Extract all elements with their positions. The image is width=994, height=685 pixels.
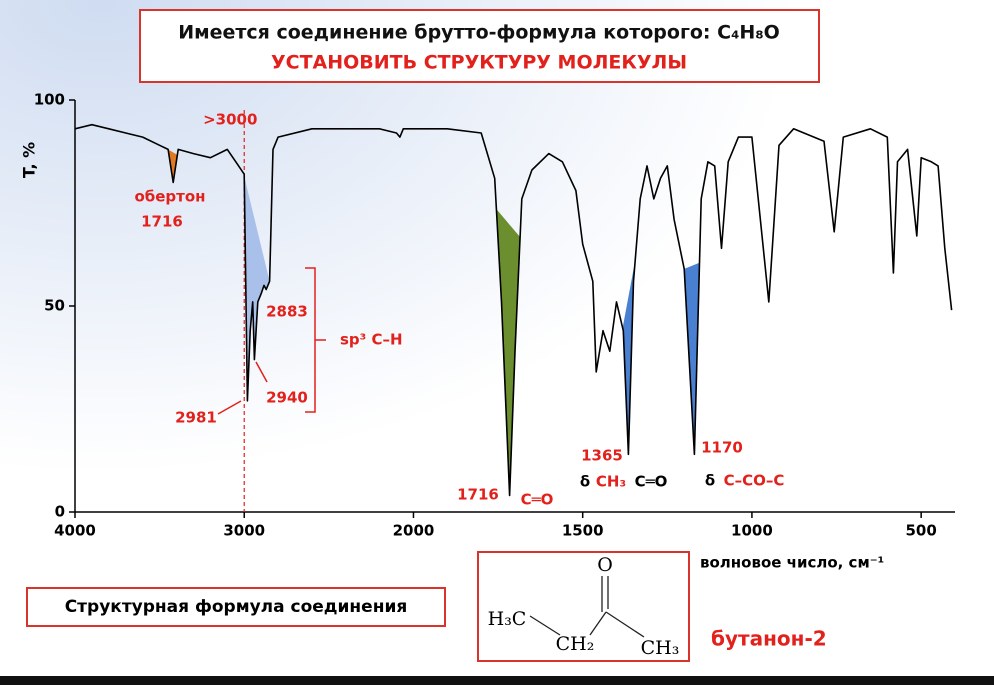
x-tick-label: 1500 — [562, 522, 604, 540]
annotation: 1170 — [701, 439, 743, 457]
x-tick-label: 2000 — [393, 522, 435, 540]
structure-box — [477, 551, 690, 662]
header-title: Имеется соединение брутто-формула которо… — [178, 22, 780, 44]
annotation: 2981 — [175, 409, 217, 427]
shaded-band — [243, 172, 270, 401]
annotation: δ — [705, 472, 715, 490]
y-tick-label: 50 — [44, 297, 65, 315]
annotation: C–CO–C — [724, 472, 785, 490]
atom: H₃C — [488, 608, 527, 630]
y-tick-label: 0 — [55, 503, 65, 521]
x-tick-label: 500 — [905, 522, 936, 540]
compound-name: бутанон-2 — [711, 627, 827, 651]
annotation: sp³ C–H — [340, 331, 403, 349]
x-axis-label: волновое число, см⁻¹ — [700, 554, 884, 572]
annotation: 2883 — [266, 303, 308, 321]
annotation: 1365 — [581, 447, 623, 465]
y-tick-label: 100 — [34, 91, 65, 109]
structure-formula: O H₃C CH₂ CH₃ — [488, 554, 680, 659]
atom: O — [597, 554, 613, 576]
structure-label-box — [26, 587, 446, 627]
arrow — [217, 400, 242, 415]
structure-label: Структурная формула соединения — [65, 597, 408, 617]
annotation: C═O — [635, 473, 668, 491]
bonds — [529, 576, 645, 638]
plot: 0 50 100 4000 3000 2000 1500 1000 500 >3000 — [34, 91, 955, 540]
y-axis-label: T, % — [20, 142, 39, 178]
annotation: C═O — [521, 491, 554, 509]
annotation: δ — [580, 473, 590, 491]
header-subtitle: УСТАНОВИТЬ СТРУКТУРУ МОЛЕКУЛЫ — [271, 52, 687, 74]
atom: CH₃ — [641, 637, 680, 659]
header-box — [139, 9, 820, 83]
atom: CH₂ — [556, 633, 595, 655]
spectrum-line — [74, 123, 953, 497]
arrow — [255, 361, 268, 383]
shaded-band — [168, 149, 178, 183]
annotation: CH₃ — [596, 473, 626, 491]
annotation: обертон — [134, 188, 205, 206]
annotation: 1716 — [457, 486, 499, 504]
annotations: обертон 1716 2883 2940 2981 sp³ C–H 1716… — [134, 188, 784, 509]
annotation: 2940 — [266, 389, 308, 407]
marker-label: >3000 — [203, 111, 257, 129]
annotation: 1716 — [141, 213, 183, 231]
x-tick-label: 3000 — [223, 522, 265, 540]
x-tick-label: 1000 — [731, 522, 773, 540]
bottom-bar — [0, 676, 994, 685]
x-tick-label: 4000 — [54, 522, 96, 540]
shaded-band — [496, 209, 521, 496]
